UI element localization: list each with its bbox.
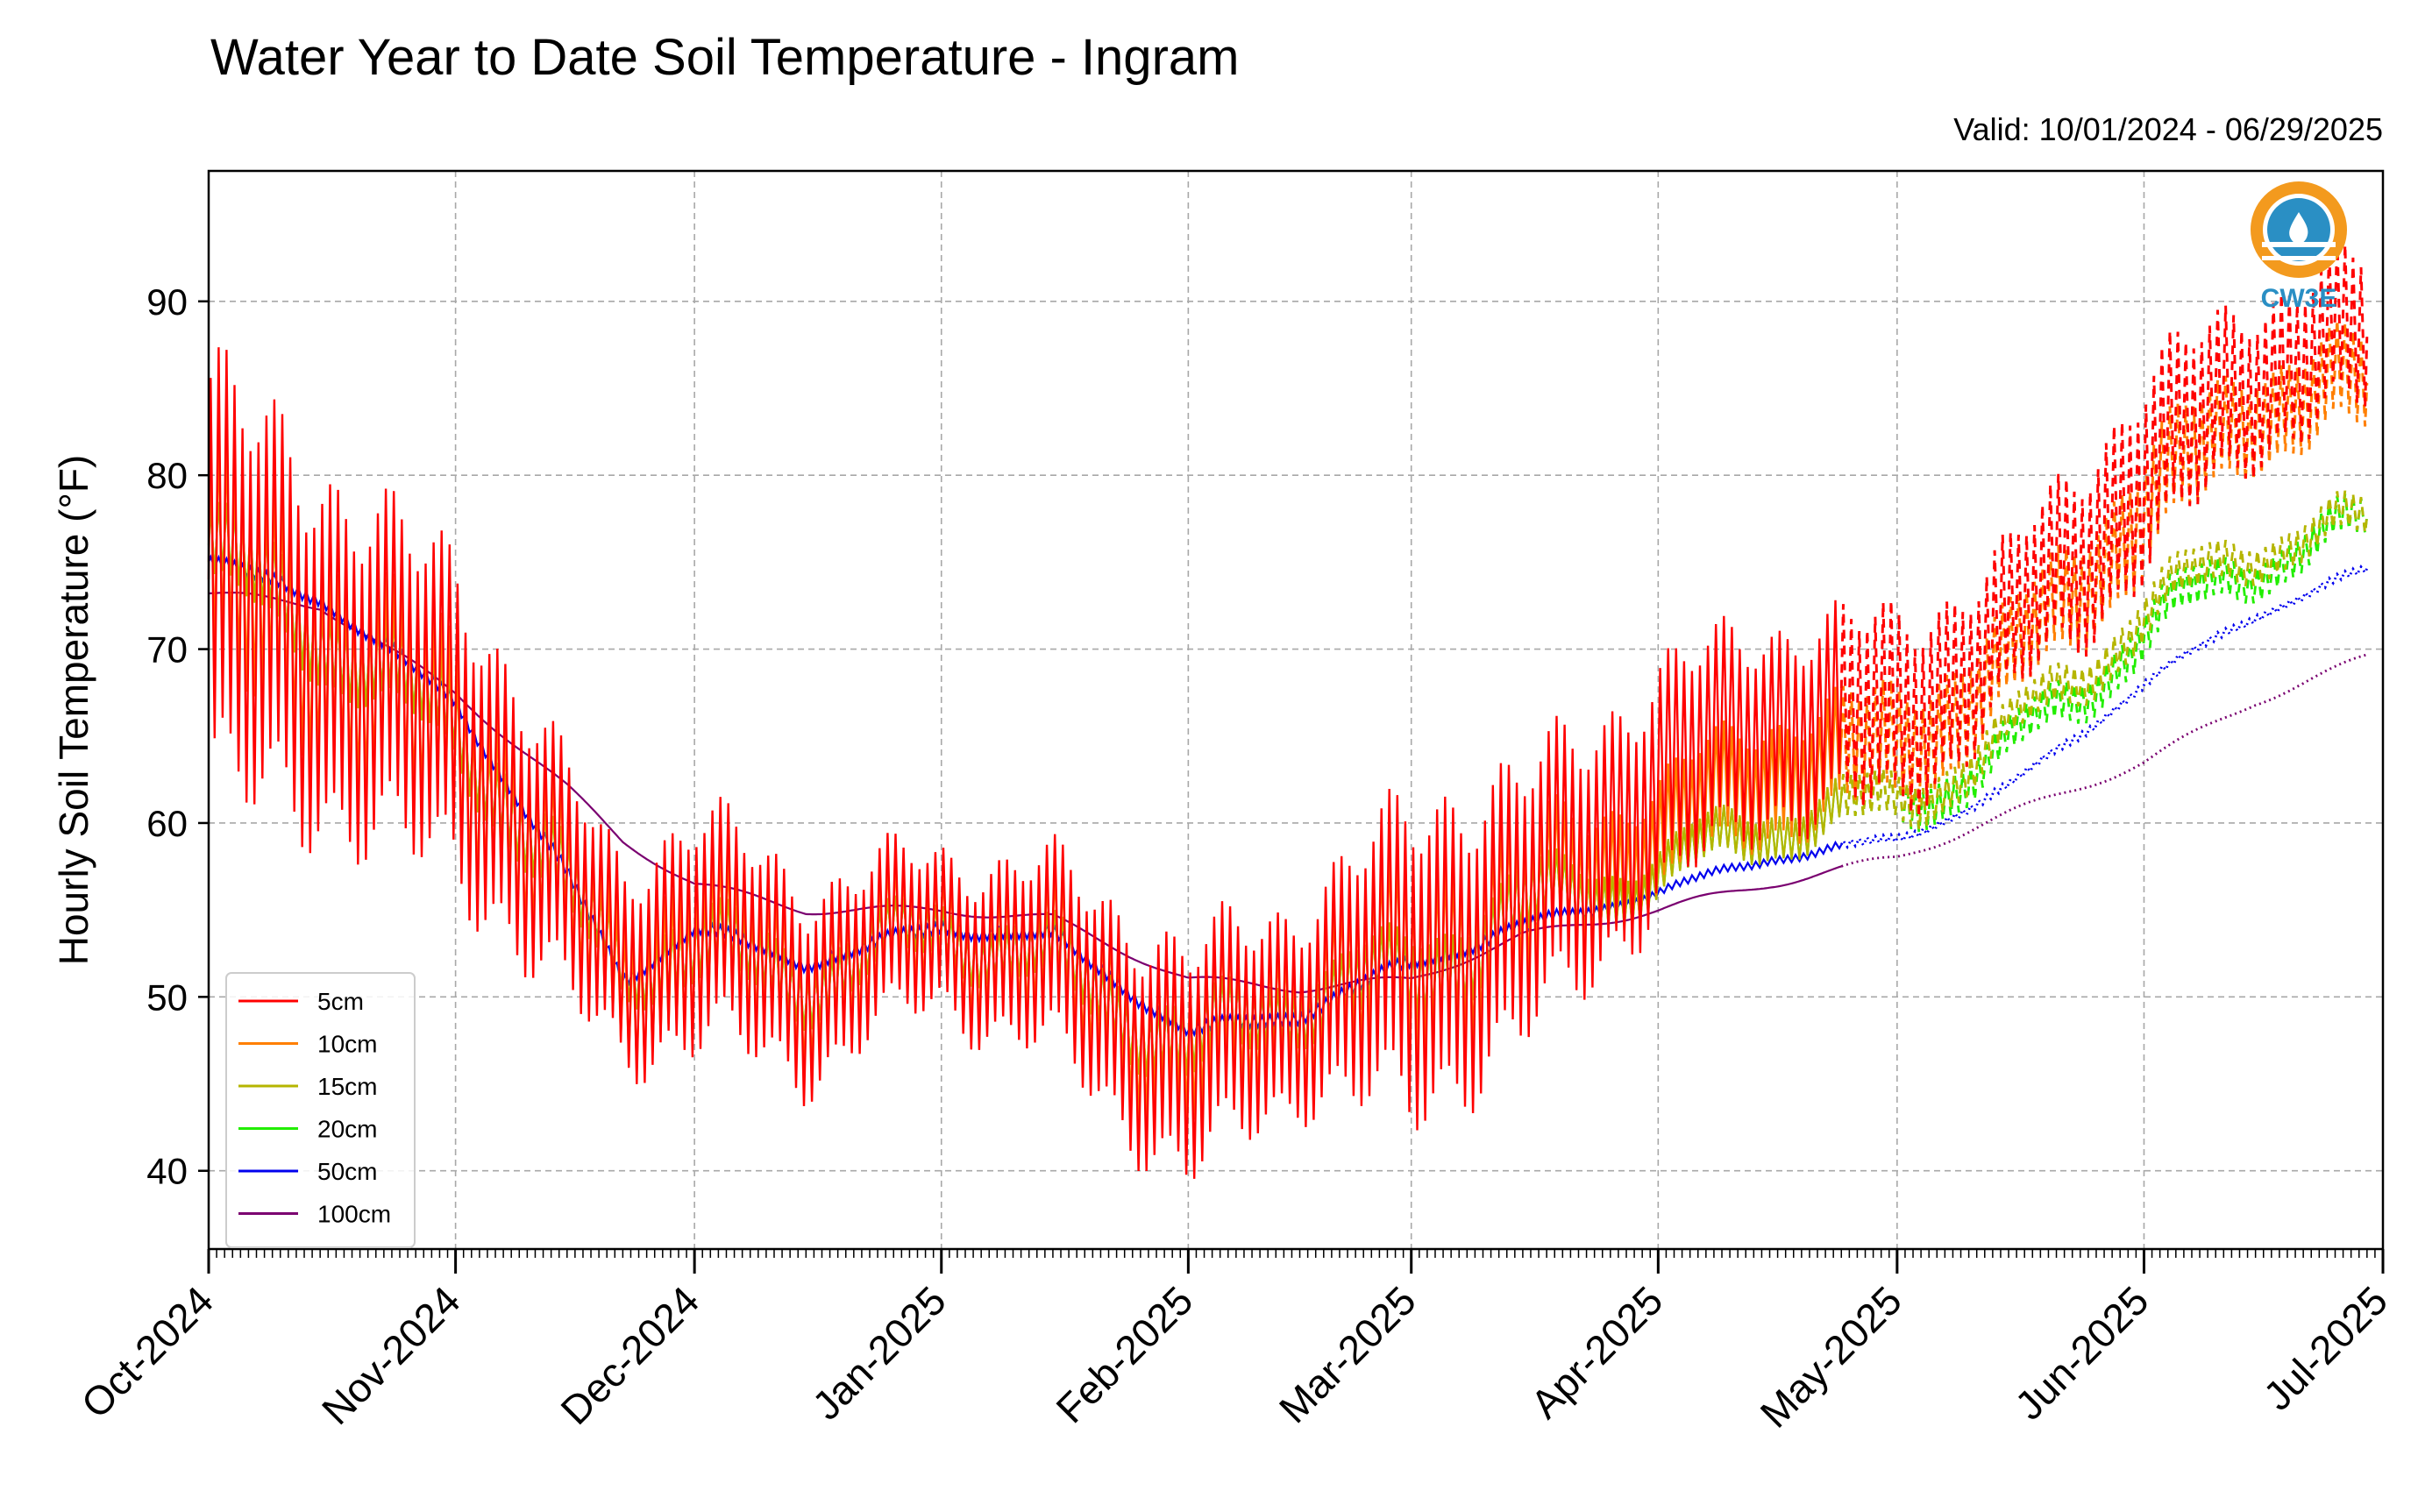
legend-label-5cm[interactable]: 5cm — [317, 988, 364, 1015]
x-tick-label: Mar-2025 — [1270, 1277, 1425, 1431]
plot-frame — [207, 169, 2385, 1251]
x-tick-label: Nov-2024 — [313, 1277, 469, 1433]
series-layer — [207, 239, 2369, 1179]
x-axis: Oct-2024 Nov-2024 Dec-2024 Jan-2025 Feb-2025… — [73, 1249, 2397, 1437]
valid-date-range: Valid: 10/01/2024 - 06/29/2025 — [1953, 111, 2383, 147]
legend-label-50cm[interactable]: 50cm — [317, 1158, 377, 1185]
legend[interactable]: 5cm 10cm 15cm 20cm 50cm 100cm — [225, 972, 416, 1248]
series-line-15cm-partial — [1839, 490, 2369, 829]
grid — [208, 171, 2384, 1249]
legend-box — [225, 972, 416, 1248]
y-axis: 40 50 60 70 80 90 — [146, 281, 209, 1192]
y-tick-label: 80 — [146, 455, 188, 496]
legend-label-20cm[interactable]: 20cm — [317, 1116, 377, 1143]
series-line-20cm-partial — [1839, 493, 2369, 833]
x-tick-label: Jan-2025 — [803, 1277, 954, 1428]
y-tick-label: 50 — [146, 976, 188, 1018]
x-tick-label: Jun-2025 — [2006, 1277, 2157, 1428]
legend-label-100cm[interactable]: 100cm — [317, 1201, 391, 1228]
x-tick-label: May-2025 — [1752, 1277, 1910, 1436]
series-line-5cm — [207, 347, 1843, 1179]
series-line-5cm-partial — [1839, 239, 2369, 818]
legend-label-15cm[interactable]: 15cm — [317, 1073, 377, 1100]
x-tick-label: Feb-2025 — [1047, 1277, 1201, 1431]
wave-line — [2262, 256, 2336, 260]
wave-line — [2262, 242, 2336, 247]
cw3e-logo: CW3E — [2251, 181, 2347, 313]
x-tick-label: Oct-2024 — [73, 1277, 223, 1427]
series-line-100cm-partial — [1840, 653, 2368, 868]
y-tick-label: 40 — [146, 1151, 188, 1192]
legend-label-10cm[interactable]: 10cm — [317, 1031, 377, 1058]
y-tick-label: 90 — [146, 281, 188, 323]
logo-text: CW3E — [2261, 284, 2337, 313]
y-axis-label: Hourly Soil Temperature (°F) — [51, 455, 96, 966]
x-tick-label: Jul-2025 — [2255, 1277, 2397, 1419]
y-tick-label: 70 — [146, 629, 188, 671]
water-drop-icon — [2289, 212, 2308, 245]
chart-title: Water Year to Date Soil Temperature - In… — [210, 29, 1239, 86]
x-tick-label: Apr-2025 — [1522, 1277, 1672, 1427]
x-tick-label: Dec-2024 — [551, 1277, 708, 1433]
y-tick-label: 60 — [146, 803, 188, 844]
logo-ring — [2251, 181, 2347, 278]
